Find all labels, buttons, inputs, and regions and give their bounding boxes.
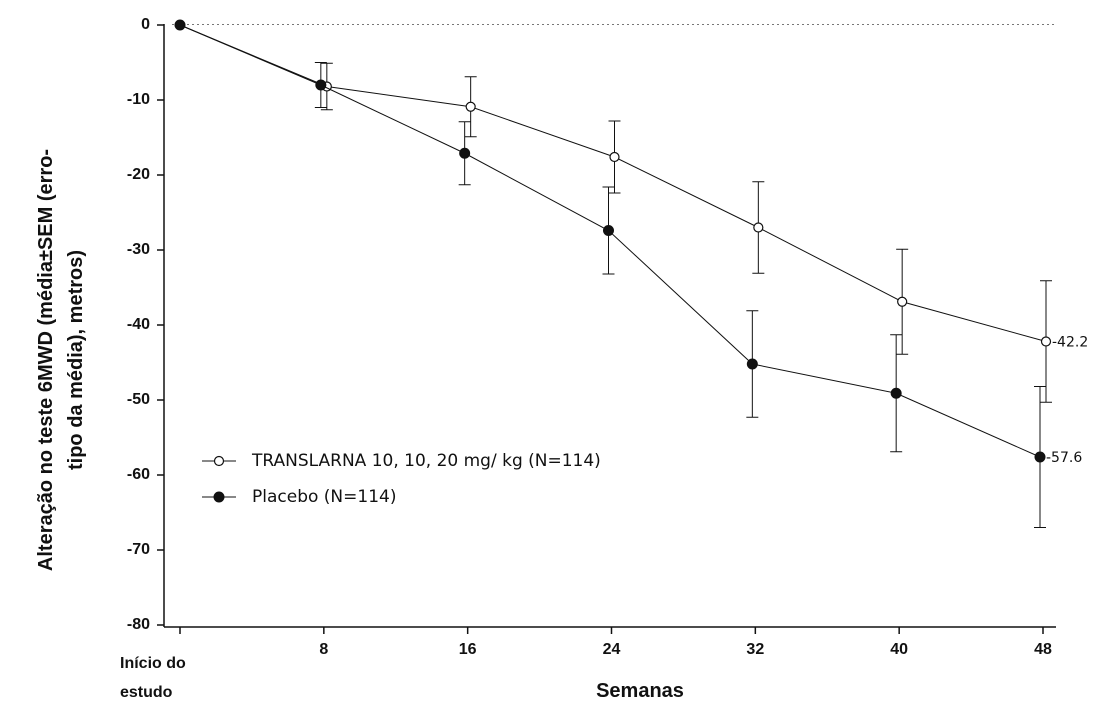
y-axis-title-line1: Alteração no teste 6MWD (média±SEM (erro…: [35, 149, 57, 571]
x-tick-label: 48: [1034, 641, 1052, 658]
data-point: [897, 296, 908, 307]
data-point: [1040, 336, 1052, 347]
y-tick-label: -50: [127, 391, 150, 408]
y-tick-label: -20: [127, 166, 150, 183]
data-point: [174, 19, 186, 31]
x-tick-label: 24: [603, 641, 621, 658]
x-tick-label: 8: [319, 641, 328, 658]
legend-translarna-label: TRANSLARNA 10, 10, 20 mg/ kg (N=114): [251, 451, 601, 471]
y-axis-ticks: 0 -10 -20 -30 -40 -50 -60 -70 -80: [127, 16, 164, 633]
y-tick-label: -30: [127, 241, 150, 258]
y-tick-label: -10: [127, 91, 150, 108]
data-point: [890, 387, 902, 399]
legend: TRANSLARNA 10, 10, 20 mg/ kg (N=114) Pla…: [202, 451, 601, 507]
legend-placebo-marker: [213, 491, 225, 503]
series-line: [179, 24, 1041, 458]
legend-placebo-label: Placebo (N=114): [252, 487, 396, 507]
series-placebo: -57.6: [174, 19, 1082, 528]
data-point: [315, 79, 327, 91]
data-point: [465, 101, 476, 112]
data-point: [609, 151, 620, 163]
y-tick-label: -70: [127, 541, 150, 558]
baseline-label-line1: Início do: [120, 655, 186, 672]
end-value-label: -57.6: [1046, 450, 1082, 466]
x-tick-label: 16: [459, 641, 477, 658]
data-point: [753, 222, 764, 233]
data-point: [746, 358, 758, 370]
x-axis-ticks: 8 16 24 32 40 48: [179, 627, 1052, 658]
x-tick-label: 32: [746, 641, 764, 658]
data-point: [603, 225, 614, 236]
x-axis-title: Semanas: [596, 680, 684, 702]
legend-translarna-marker: [213, 455, 225, 467]
series-translarna: -42.2: [174, 19, 1088, 403]
y-tick-label: -60: [127, 466, 150, 483]
y-tick-label: -40: [127, 316, 150, 333]
y-tick-label: 0: [141, 16, 150, 33]
baseline-label-line2: estudo: [120, 684, 173, 701]
x-tick-label: 40: [890, 641, 908, 658]
data-point: [1034, 451, 1046, 463]
end-value-label: -42.2: [1052, 335, 1088, 351]
data-point: [459, 147, 471, 159]
series-line: [179, 24, 1047, 342]
series-layer: -42.2 -57.6: [174, 19, 1088, 528]
y-axis-title-line2: tipo da média), metros): [65, 250, 87, 470]
y-tick-label: -80: [127, 616, 150, 633]
